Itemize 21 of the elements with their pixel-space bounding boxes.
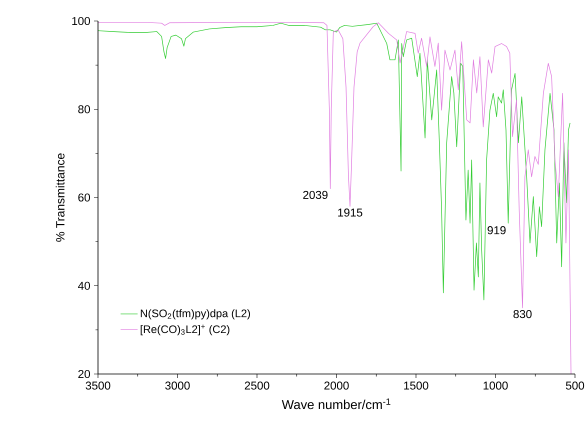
y-tick-label: 100 <box>72 16 90 26</box>
y-tick-label: 60 <box>78 193 90 202</box>
x-tick-label: 3500 <box>86 382 110 390</box>
line-series <box>98 22 572 374</box>
x-axis-title: Wave number/cm$^{-1}$ <box>282 398 390 410</box>
legend-label: N(SO$_{2}$(tfm)py)dpa (L2) <box>140 309 250 320</box>
x-tick-label: 500 <box>566 382 584 390</box>
y-tick-label: 40 <box>78 282 90 290</box>
x-tick-label: 3000 <box>165 382 190 390</box>
x-tick-label: 1500 <box>404 382 428 390</box>
y-tick-label: 80 <box>78 105 90 114</box>
annotation: 919 <box>488 226 506 234</box>
y-tick-label: 20 <box>78 370 90 378</box>
annotation: 1915 <box>338 208 362 217</box>
y-axis-title: % Transmittance <box>56 153 65 242</box>
x-tick-label: 2500 <box>244 382 270 390</box>
x-tick-label: 2000 <box>324 382 349 390</box>
annotation: 2039 <box>303 190 328 199</box>
legend-label: [Re(CO)$_{3}$L2]$^{+}$ (C2) <box>140 324 230 336</box>
annotation: 830 <box>513 310 532 318</box>
x-tick-label: 1000 <box>484 382 508 390</box>
